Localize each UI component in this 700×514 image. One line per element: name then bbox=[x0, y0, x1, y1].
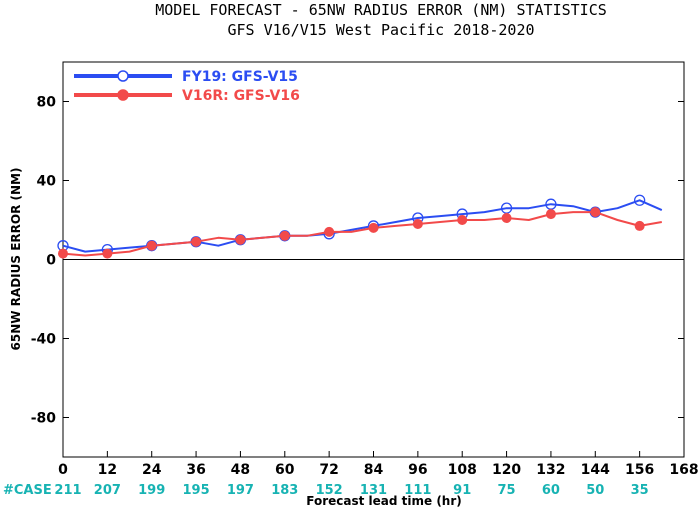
y-tick-label: -40 bbox=[31, 332, 57, 348]
case-count: 60 bbox=[542, 483, 560, 498]
data-point bbox=[634, 220, 645, 231]
x-tick-label: 60 bbox=[275, 462, 295, 478]
legend-label: FY19: GFS-V15 bbox=[182, 69, 298, 85]
data-point bbox=[633, 194, 646, 206]
x-tick-label: 24 bbox=[142, 462, 162, 478]
data-point bbox=[102, 248, 113, 259]
data-point bbox=[501, 213, 512, 224]
x-tick-label: 144 bbox=[581, 462, 610, 478]
case-count: 183 bbox=[271, 483, 298, 498]
data-point bbox=[545, 209, 556, 220]
case-count: 199 bbox=[138, 483, 165, 498]
x-tick-label: 132 bbox=[536, 462, 565, 478]
legend-marker bbox=[117, 89, 129, 101]
x-axis-label: Forecast lead time (hr) bbox=[306, 494, 462, 508]
x-tick-label: 72 bbox=[319, 462, 338, 478]
data-point bbox=[146, 240, 157, 251]
case-count: 131 bbox=[360, 483, 387, 498]
series-line bbox=[62, 211, 662, 257]
case-count: 207 bbox=[94, 483, 121, 498]
legend: FY19: GFS-V15 V16R: GFS-V16 bbox=[74, 69, 300, 104]
data-point bbox=[590, 207, 601, 218]
case-count: 211 bbox=[54, 483, 81, 498]
x-tick-label: 84 bbox=[364, 462, 384, 478]
x-tick-label: 36 bbox=[186, 462, 205, 478]
case-count: 152 bbox=[316, 483, 343, 498]
y-tick-label: 0 bbox=[46, 253, 56, 269]
x-tick-label: 168 bbox=[669, 462, 698, 478]
data-point bbox=[191, 236, 202, 247]
data-point bbox=[235, 234, 246, 245]
case-label: #CASE bbox=[3, 483, 52, 498]
data-point bbox=[368, 222, 379, 233]
y-tick-label: 40 bbox=[37, 174, 57, 190]
data-point bbox=[58, 248, 68, 259]
case-count: 91 bbox=[453, 483, 471, 498]
case-count: 75 bbox=[498, 483, 516, 498]
x-tick-label: 0 bbox=[58, 462, 68, 478]
y-tick-label: 80 bbox=[37, 95, 57, 111]
x-tick-label: 48 bbox=[231, 462, 250, 478]
x-tick-label: 156 bbox=[625, 462, 654, 478]
case-count: 35 bbox=[631, 483, 649, 498]
legend-entry: FY19: GFS-V15 bbox=[74, 69, 298, 85]
case-count: 197 bbox=[227, 483, 254, 498]
legend-entry: V16R: GFS-V16 bbox=[74, 88, 300, 104]
legend-marker bbox=[117, 70, 129, 82]
case-count: 50 bbox=[586, 483, 604, 498]
x-tick-label: 12 bbox=[98, 462, 117, 478]
series-2 bbox=[58, 207, 662, 259]
data-point bbox=[279, 230, 290, 241]
x-tick-label: 96 bbox=[408, 462, 427, 478]
y-tick-label: -80 bbox=[31, 411, 57, 427]
data-point bbox=[457, 215, 468, 225]
y-axis-label: 65NW RADIUS ERROR (NM) bbox=[9, 168, 23, 351]
chart-subtitle: GFS V16/V15 West Pacific 2018-2020 bbox=[227, 21, 534, 39]
x-tick-label: 108 bbox=[448, 462, 477, 478]
x-tick-label: 120 bbox=[492, 462, 521, 478]
case-count: 195 bbox=[183, 483, 210, 498]
case-count: 111 bbox=[404, 483, 431, 498]
legend-label: V16R: GFS-V16 bbox=[182, 88, 300, 104]
data-point bbox=[324, 226, 335, 237]
chart-title: MODEL FORECAST - 65NW RADIUS ERROR (NM) … bbox=[155, 1, 607, 19]
data-point bbox=[412, 218, 423, 229]
